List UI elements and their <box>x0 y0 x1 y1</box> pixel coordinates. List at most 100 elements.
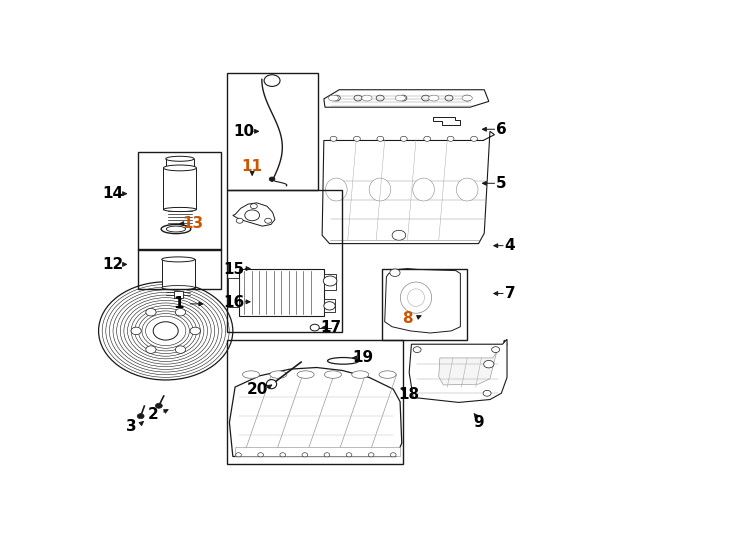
Polygon shape <box>230 368 401 456</box>
Circle shape <box>310 324 319 331</box>
Bar <box>227 190 342 332</box>
Circle shape <box>324 453 330 457</box>
Text: 4: 4 <box>504 238 515 253</box>
Ellipse shape <box>369 178 390 201</box>
Ellipse shape <box>400 282 432 313</box>
Bar <box>161 259 195 288</box>
Bar <box>227 340 404 464</box>
Circle shape <box>236 453 241 457</box>
Bar <box>235 447 400 456</box>
Circle shape <box>265 218 272 223</box>
Circle shape <box>400 136 407 141</box>
Circle shape <box>264 75 280 86</box>
Text: 9: 9 <box>473 415 484 430</box>
Circle shape <box>447 136 454 141</box>
Text: 2: 2 <box>148 407 159 422</box>
Circle shape <box>390 453 396 457</box>
Ellipse shape <box>462 95 472 101</box>
Bar <box>139 248 222 289</box>
Bar <box>228 278 239 307</box>
Bar <box>166 159 194 168</box>
Circle shape <box>190 327 200 335</box>
Circle shape <box>377 136 384 141</box>
Ellipse shape <box>326 178 347 201</box>
Text: 16: 16 <box>223 295 244 310</box>
Circle shape <box>280 453 286 457</box>
Polygon shape <box>324 90 489 107</box>
Polygon shape <box>322 131 495 244</box>
Bar <box>164 168 197 210</box>
Circle shape <box>368 453 374 457</box>
Circle shape <box>424 136 431 141</box>
Circle shape <box>413 347 421 353</box>
Text: 17: 17 <box>320 320 341 335</box>
Ellipse shape <box>352 371 368 379</box>
Polygon shape <box>409 339 507 402</box>
Ellipse shape <box>266 380 277 389</box>
Circle shape <box>156 403 162 408</box>
Polygon shape <box>430 340 507 393</box>
Circle shape <box>354 136 360 141</box>
Circle shape <box>146 308 156 316</box>
Circle shape <box>131 327 141 335</box>
Circle shape <box>153 322 178 340</box>
Ellipse shape <box>395 95 405 101</box>
Ellipse shape <box>413 178 435 201</box>
Text: 13: 13 <box>183 216 203 231</box>
Bar <box>174 292 183 298</box>
Circle shape <box>250 204 258 208</box>
Ellipse shape <box>297 371 314 379</box>
Bar <box>239 268 324 316</box>
Circle shape <box>376 95 384 101</box>
Polygon shape <box>433 117 460 125</box>
Text: 6: 6 <box>496 122 506 137</box>
Text: 10: 10 <box>233 124 255 139</box>
Circle shape <box>333 95 341 101</box>
Circle shape <box>137 414 144 418</box>
Ellipse shape <box>379 371 396 379</box>
Circle shape <box>236 218 243 223</box>
Ellipse shape <box>161 286 195 290</box>
Circle shape <box>484 360 494 368</box>
Ellipse shape <box>327 357 359 364</box>
Bar <box>324 274 336 290</box>
Text: 1: 1 <box>173 296 184 312</box>
Ellipse shape <box>407 289 424 306</box>
Text: 12: 12 <box>103 257 124 272</box>
Ellipse shape <box>164 207 197 212</box>
Bar <box>324 299 335 312</box>
Circle shape <box>323 276 337 286</box>
Circle shape <box>492 347 500 353</box>
Polygon shape <box>439 352 497 385</box>
Circle shape <box>269 177 275 181</box>
Circle shape <box>463 95 471 101</box>
Polygon shape <box>233 203 275 226</box>
Circle shape <box>354 95 362 101</box>
Circle shape <box>244 210 260 221</box>
Ellipse shape <box>429 95 439 101</box>
Ellipse shape <box>167 226 186 232</box>
Text: 15: 15 <box>223 262 244 277</box>
Polygon shape <box>385 268 460 333</box>
Circle shape <box>258 453 264 457</box>
Text: 7: 7 <box>504 286 515 301</box>
Text: 14: 14 <box>103 186 124 201</box>
Circle shape <box>302 453 308 457</box>
Ellipse shape <box>324 371 341 379</box>
Circle shape <box>390 269 400 276</box>
Bar <box>382 268 468 340</box>
Ellipse shape <box>328 95 338 101</box>
Circle shape <box>330 136 337 141</box>
Circle shape <box>324 302 335 310</box>
Circle shape <box>392 230 406 240</box>
Circle shape <box>346 453 352 457</box>
Circle shape <box>146 346 156 353</box>
Circle shape <box>445 95 453 101</box>
Ellipse shape <box>166 156 194 161</box>
Text: 5: 5 <box>496 176 506 191</box>
Bar <box>227 73 318 190</box>
Ellipse shape <box>164 165 197 171</box>
Circle shape <box>483 390 491 396</box>
Text: 19: 19 <box>352 350 373 366</box>
Text: 18: 18 <box>399 387 420 402</box>
